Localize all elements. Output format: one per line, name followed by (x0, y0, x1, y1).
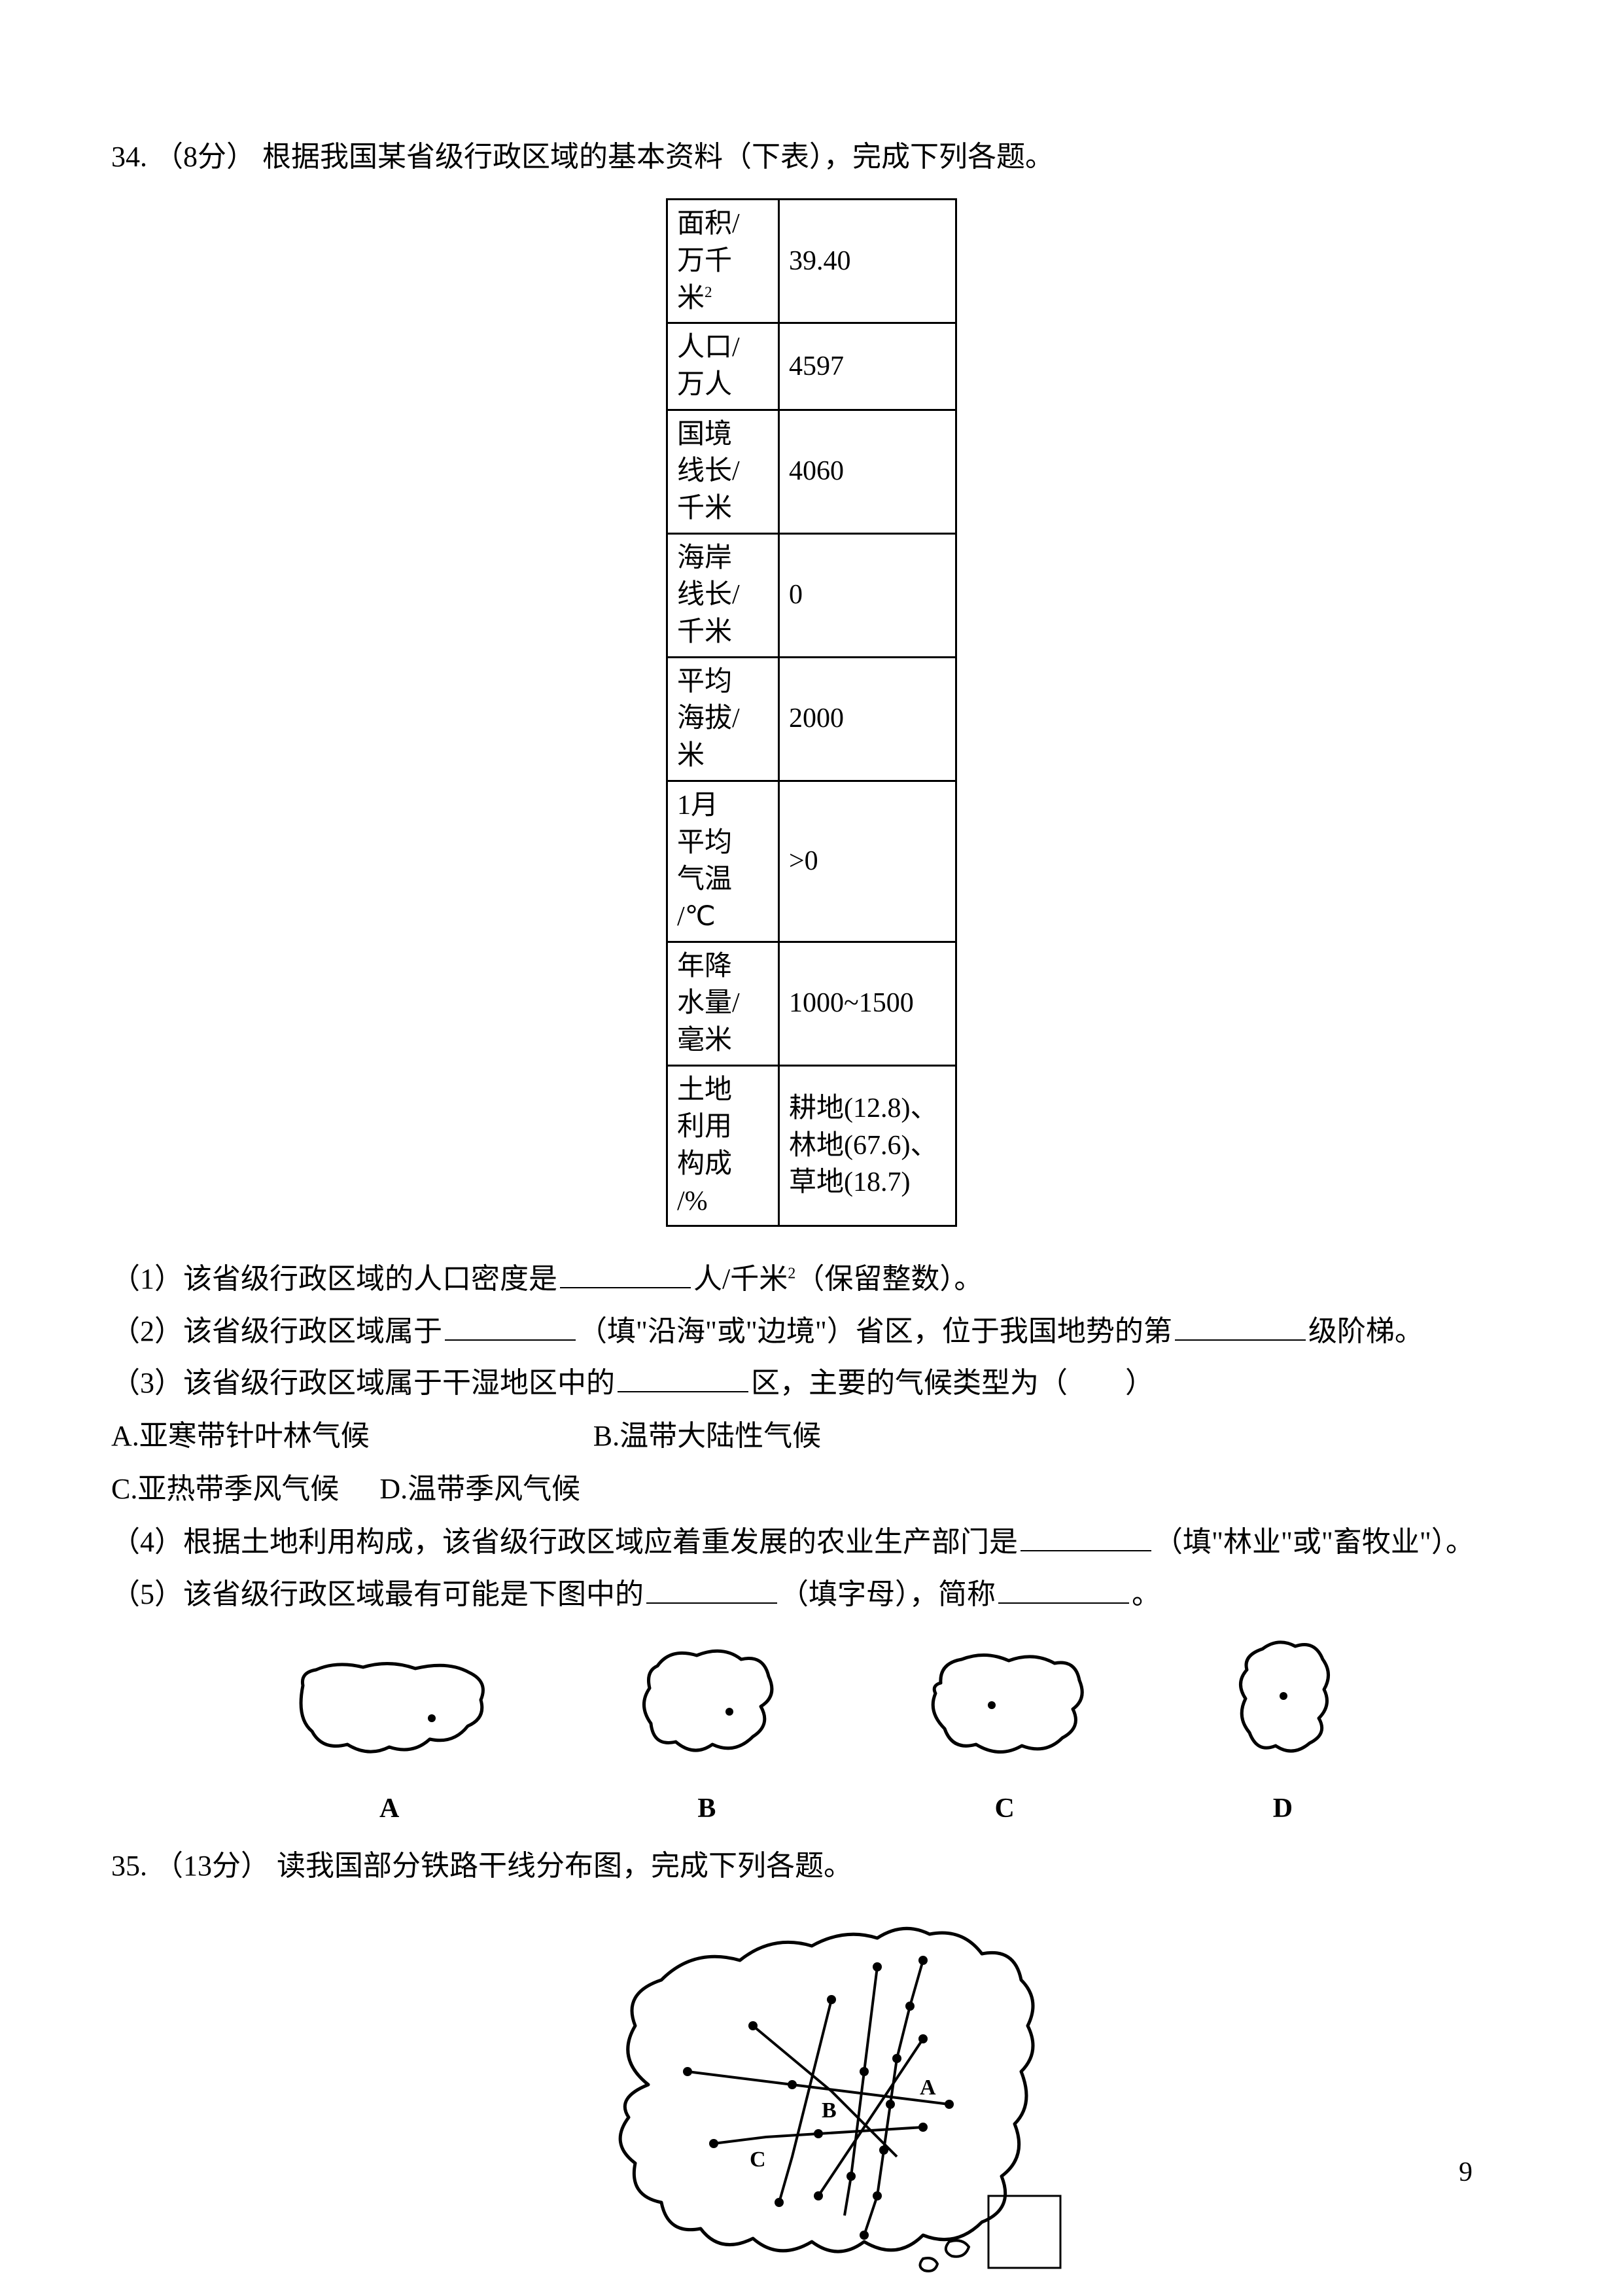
q34-sub5-mid: （填字母），简称 (780, 1578, 996, 1610)
table-label-cell: 年降水量/毫米 (667, 942, 779, 1065)
q34-sub3-pre: （3）该省级行政区域属于干湿地区中的 (111, 1367, 615, 1399)
map-item-C: C (920, 1646, 1090, 1834)
blank[interactable] (1175, 1311, 1306, 1341)
table-value-cell: 0 (779, 533, 956, 657)
q35-points: （13分） (154, 1850, 270, 1882)
map-caption-C: C (920, 1784, 1090, 1834)
table-label-cell: 土地利用构成/% (667, 1065, 779, 1226)
q34-sub1-post: （保留整数）。 (795, 1263, 983, 1295)
exam-page: 34. （8分） 根据我国某省级行政区域的基本资料（下表），完成下列各题。 面积… (0, 0, 1623, 2296)
table-row: 1月平均气温/℃>0 (667, 781, 956, 942)
sup-2: 2 (788, 1265, 795, 1282)
q34-options-row2: C.亚热带季风气候 D.温带季风气候 (111, 1463, 1512, 1515)
q34-sub2-pre: （2）该省级行政区域属于 (111, 1315, 442, 1347)
q34-sub1-pre: （1）该省级行政区域的人口密度是 (111, 1263, 557, 1295)
q34-lead: 34. （8分） 根据我国某省级行政区域的基本资料（下表），完成下列各题。 (111, 131, 1512, 183)
table-value-cell: 1000~1500 (779, 942, 956, 1065)
map-caption-B: B (631, 1784, 782, 1834)
svg-text:C: C (750, 2147, 766, 2172)
q34-sub5-pre: （5）该省级行政区域最有可能是下图中的 (111, 1578, 644, 1610)
q35-lead-text: 读我国部分铁路干线分布图，完成下列各题。 (277, 1850, 852, 1882)
q35-lead: 35. （13分） 读我国部分铁路干线分布图，完成下列各题。 (111, 1840, 1512, 1892)
table-label-cell: 面积/万千米2 (667, 200, 779, 323)
table-row: 人口/万人4597 (667, 323, 956, 410)
blank[interactable] (445, 1311, 576, 1341)
province-maps-row: A B C D (216, 1633, 1407, 1834)
q34-sub3: （3）该省级行政区域属于干湿地区中的 区，主要的气候类型为（ ） (111, 1357, 1512, 1409)
table-row: 国境线长/千米4060 (667, 410, 956, 533)
table-value-cell: 2000 (779, 657, 956, 781)
province-shape-C-icon (920, 1646, 1090, 1764)
svg-text:A: A (920, 2075, 936, 2100)
q34-sub2-mid: （填"沿海"或"边境"）省区，位于我国地势的第 (578, 1315, 1172, 1347)
table-label-cell: 国境线长/千米 (667, 410, 779, 533)
map-item-D: D (1227, 1633, 1338, 1834)
q34-optC: 亚热带季风气候 (137, 1473, 339, 1505)
q34-sub2-post: 级阶梯。 (1308, 1315, 1423, 1347)
page-number: 9 (1459, 2148, 1473, 2198)
svg-text:B: B (822, 2098, 837, 2123)
table-value-cell: 39.40 (779, 200, 956, 323)
q34-number: 34. (111, 141, 147, 173)
china-railway-map-icon: A B C (557, 1908, 1067, 2274)
map-caption-A: A (285, 1784, 494, 1834)
table-label-cell: 海岸线长/千米 (667, 533, 779, 657)
province-shape-D-icon (1227, 1633, 1338, 1764)
blank[interactable] (998, 1574, 1129, 1604)
q34-optA-label: A. (111, 1420, 139, 1452)
table-label-cell: 1月平均气温/℃ (667, 781, 779, 942)
province-shape-B-icon (631, 1640, 782, 1764)
blank[interactable] (646, 1574, 777, 1604)
table-value-cell: 4060 (779, 410, 956, 533)
q34-optB: 温带大陆性气候 (620, 1420, 821, 1452)
map-caption-D: D (1227, 1784, 1338, 1834)
blank[interactable] (560, 1258, 691, 1288)
table-label-cell: 人口/万人 (667, 323, 779, 410)
table-value-cell: 耕地(12.8)、林地(67.6)、草地(18.7) (779, 1065, 956, 1226)
q34-sub1: （1）该省级行政区域的人口密度是 人/千米2（保留整数）。 (111, 1253, 1512, 1305)
province-shape-A-icon (285, 1653, 494, 1764)
q34-sub1-unit: 人/千米 (693, 1263, 788, 1295)
q34-sub2: （2）该省级行政区域属于 （填"沿海"或"边境"）省区，位于我国地势的第 级阶梯。 (111, 1305, 1512, 1357)
q34-points: （8分） (154, 141, 255, 173)
q34-optD: 温带季风气候 (408, 1473, 580, 1505)
map-item-B: B (631, 1640, 782, 1834)
q34-optD-label: D. (379, 1473, 408, 1505)
table-value-cell: >0 (779, 781, 956, 942)
map-item-A: A (285, 1653, 494, 1834)
q35-number: 35. (111, 1850, 147, 1882)
q34-sub5: （5）该省级行政区域最有可能是下图中的 （填字母），简称 。 (111, 1568, 1512, 1620)
q34-sub4-pre: （4）根据土地利用构成，该省级行政区域应着重发展的农业生产部门是 (111, 1526, 1018, 1558)
q34-lead-text: 根据我国某省级行政区域的基本资料（下表），完成下列各题。 (262, 141, 1054, 173)
table-row: 面积/万千米239.40 (667, 200, 956, 323)
q34-optA: 亚寒带针叶林气候 (139, 1420, 370, 1452)
q34-optC-label: C. (111, 1473, 137, 1505)
q34-sub5-post: 。 (1132, 1578, 1161, 1610)
table-label-cell: 平均海拔/米 (667, 657, 779, 781)
table-row: 土地利用构成/%耕地(12.8)、林地(67.6)、草地(18.7) (667, 1065, 956, 1226)
q34-optB-label: B. (593, 1420, 620, 1452)
table-row: 平均海拔/米2000 (667, 657, 956, 781)
table-row: 海岸线长/千米0 (667, 533, 956, 657)
q34-data-table: 面积/万千米239.40人口/万人4597国境线长/千米4060海岸线长/千米0… (666, 198, 957, 1227)
table-row: 年降水量/毫米1000~1500 (667, 942, 956, 1065)
q34-sub3-post: 区，主要的气候类型为（ ） (751, 1367, 1154, 1399)
q34-sub4-post: （填"林业"或"畜牧业"）。 (1154, 1526, 1475, 1558)
blank[interactable] (1021, 1521, 1151, 1551)
q34-sub4: （4）根据土地利用构成，该省级行政区域应着重发展的农业生产部门是 （填"林业"或"… (111, 1516, 1512, 1568)
q34-options-row1: A.亚寒带针叶林气候 B.温带大陆性气候 (111, 1410, 1512, 1462)
table-value-cell: 4597 (779, 323, 956, 410)
blank[interactable] (618, 1362, 748, 1392)
